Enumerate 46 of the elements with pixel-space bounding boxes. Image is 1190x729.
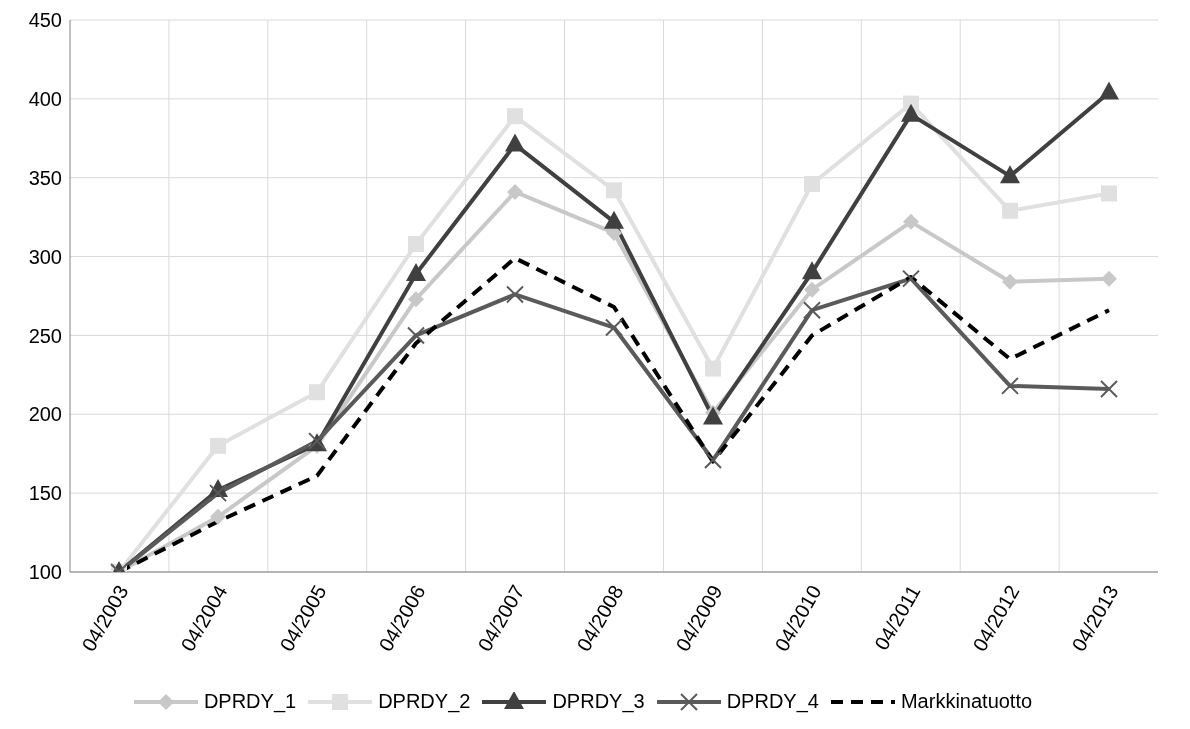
point — [1101, 185, 1117, 202]
point — [507, 108, 523, 125]
point — [210, 437, 226, 454]
point — [209, 484, 227, 503]
point — [804, 281, 820, 298]
point — [408, 291, 424, 308]
point — [1002, 202, 1018, 219]
point — [804, 176, 820, 193]
legend-label: DPRDY_1 — [203, 690, 297, 713]
point — [407, 326, 425, 345]
y-tick-label: 200 — [28, 403, 62, 426]
point — [605, 318, 623, 337]
point — [406, 262, 426, 281]
point — [1101, 270, 1117, 287]
point — [505, 133, 525, 152]
point — [606, 182, 622, 199]
point — [901, 103, 921, 122]
y-tick-label: 400 — [28, 87, 62, 110]
point — [1099, 81, 1119, 100]
point — [604, 210, 624, 229]
point — [1100, 380, 1118, 399]
point — [1000, 165, 1020, 184]
point — [704, 451, 722, 470]
point — [1002, 273, 1018, 290]
point — [408, 235, 424, 252]
point — [705, 360, 721, 377]
legend-label: DPRDY_4 — [726, 690, 819, 713]
y-tick-label: 350 — [28, 166, 62, 189]
point — [506, 285, 524, 304]
point — [1001, 376, 1019, 395]
point — [802, 261, 822, 280]
point — [703, 406, 723, 425]
point — [803, 301, 821, 320]
point — [309, 384, 325, 401]
point — [903, 213, 919, 230]
point — [507, 183, 523, 200]
point — [902, 269, 920, 288]
legend-label: Markkinatuotto — [900, 690, 1033, 713]
y-tick-label: 450 — [28, 9, 62, 32]
legend-label: DPRDY_3 — [552, 690, 645, 713]
y-tick-label: 150 — [28, 482, 62, 505]
y-tick-label: 250 — [28, 324, 62, 347]
point — [210, 508, 226, 525]
y-tick-label: 100 — [28, 561, 62, 584]
legend-label: DPRDY_2 — [378, 690, 471, 713]
y-tick-label: 300 — [28, 245, 62, 268]
